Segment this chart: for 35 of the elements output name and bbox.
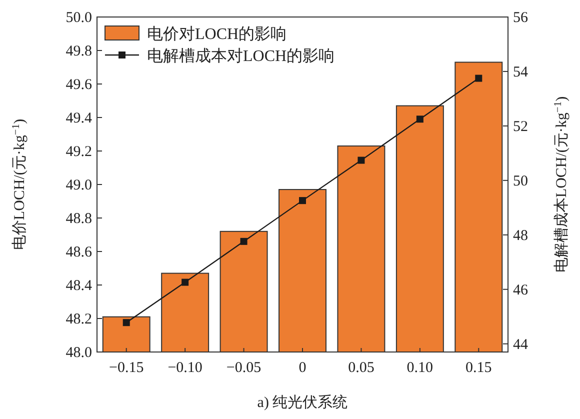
- y2-tick-label: 44: [513, 336, 528, 353]
- x-tick-label: 0.15: [466, 360, 492, 376]
- y2-tick-label: 46: [513, 282, 528, 298]
- y-tick-label: 48.0: [66, 345, 92, 361]
- y2-tick-label: 50: [513, 173, 528, 190]
- x-tick-label: −0.15: [109, 360, 144, 376]
- y2-tick-label: 56: [513, 10, 528, 26]
- point: [182, 278, 189, 286]
- point: [240, 238, 248, 245]
- legend-label: 电价对LOCH的影响: [147, 25, 287, 43]
- x-tick-label: 0.10: [406, 360, 434, 376]
- text: a) 纯光伏系统: [257, 394, 348, 411]
- y-tick-label: 49.8: [66, 44, 92, 60]
- legend-label: 电解槽成本对LOCH的影响: [147, 47, 335, 65]
- x-tick-label: −0.10: [168, 360, 202, 376]
- y-tick-label: 50.0: [66, 10, 92, 26]
- y-tick-label: 48.6: [66, 244, 92, 260]
- y2-tick-label: 54: [513, 64, 528, 80]
- point: [122, 319, 130, 326]
- y2-tick-label: 48: [513, 228, 528, 244]
- point: [358, 156, 365, 164]
- y-tick-label: 48.2: [66, 312, 92, 328]
- point: [475, 74, 482, 82]
- point: [416, 116, 424, 123]
- y-tick-label: 49.0: [66, 178, 92, 194]
- y-tick-label: 49.6: [66, 77, 92, 93]
- x-tick-label: 0: [298, 360, 306, 376]
- y-tick-label: 48.4: [66, 278, 92, 294]
- x-tick-label: −0.05: [226, 360, 262, 376]
- x-tick-label: 0.05: [348, 360, 374, 376]
- point: [299, 197, 306, 204]
- y-tick-label: 49.4: [66, 110, 92, 126]
- y2-tick-label: 52: [513, 118, 528, 135]
- y-tick-label: 48.8: [66, 211, 92, 227]
- y-tick-label: 49.2: [66, 144, 92, 160]
